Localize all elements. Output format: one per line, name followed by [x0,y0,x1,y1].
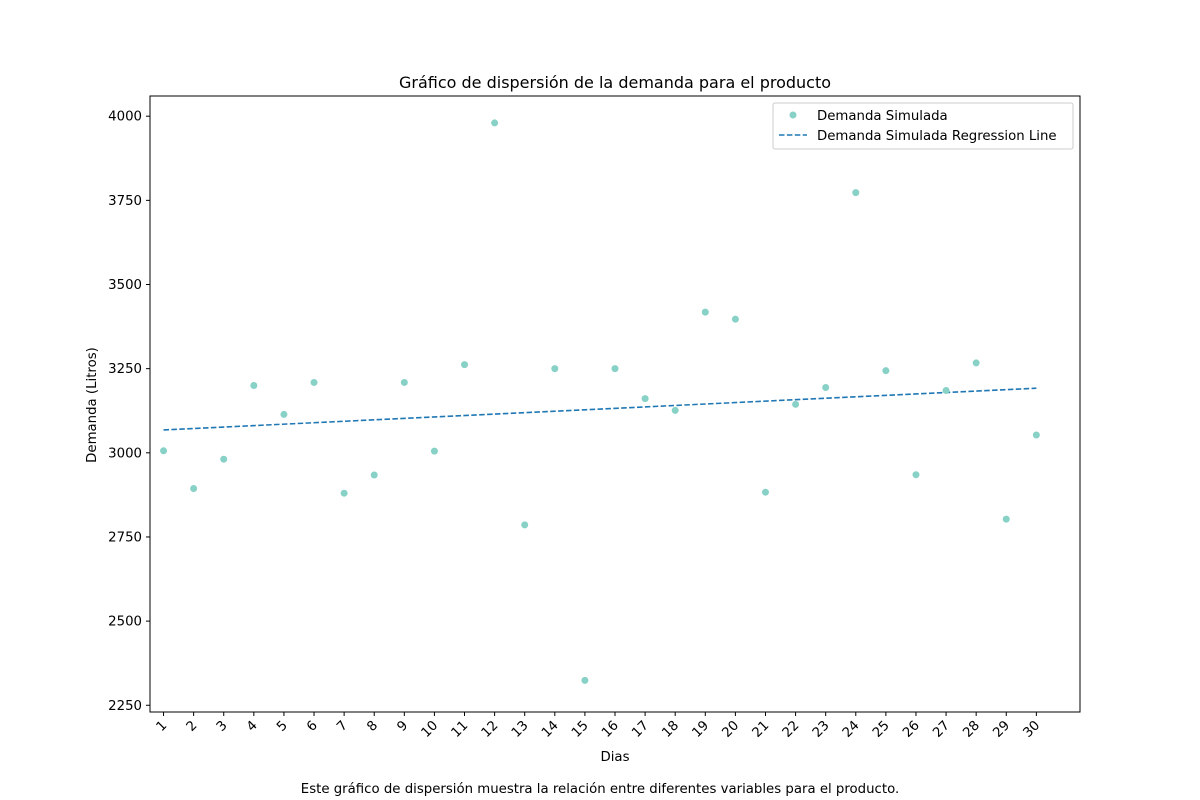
scatter-point [852,189,860,197]
scatter-point [310,378,318,386]
scatter-point [190,484,198,492]
scatter-point [731,315,739,323]
scatter-point [701,308,709,316]
scatter-point [521,521,529,529]
x-tick-label: 28 [960,718,983,741]
axes-frame [149,95,1081,713]
scatter-point [1002,515,1010,523]
legend-label-regression: Demanda Simulada Regression Line [817,129,1057,144]
scatter-point [581,676,589,684]
x-tick-label: 21 [750,718,773,741]
x-tick-label: 24 [840,718,863,741]
scatter-point [671,406,679,414]
x-tick-label: 2 [184,718,201,735]
scatter-point [220,455,228,463]
y-tick-label: 2250 [108,699,142,714]
scatter-point [942,387,950,395]
x-tick-label: 17 [629,718,652,741]
x-tick-label: 27 [930,718,953,741]
x-tick-label: 16 [599,718,622,741]
x-tick-label: 25 [870,718,893,741]
scatter-point [491,119,499,127]
legend-scatter-marker [789,111,797,119]
x-tick-label: 18 [659,718,682,741]
scatter-point [882,367,890,375]
scatter-point [280,410,288,418]
scatter-point [160,447,168,455]
scatter-point [1032,431,1040,439]
scatter-point [912,471,920,479]
x-tick-label: 14 [539,718,562,741]
x-tick-label: 9 [395,718,412,735]
x-tick-label: 26 [900,718,923,741]
x-tick-label: 7 [334,718,351,735]
x-tick-label: 1 [154,718,171,735]
legend: Demanda Simulada Demanda Simulada Regres… [772,102,1074,150]
x-tick-label: 6 [304,718,321,735]
y-tick-label: 3750 [108,194,142,209]
scatter-point [430,447,438,455]
legend-box [772,102,1074,150]
x-tick-label: 8 [364,718,381,735]
scatter-point [340,489,348,497]
x-tick-label: 20 [720,718,743,741]
x-tick-label: 12 [479,718,502,741]
x-tick-label: 22 [780,718,803,741]
x-tick-label: 23 [810,718,833,741]
x-tick-label: 5 [274,718,291,735]
scatter-point [792,400,800,408]
scatter-point [761,488,769,496]
scatter-point [972,359,980,367]
x-axis-label: Dias [600,750,629,765]
chart-caption: Este gráfico de dispersión muestra la re… [300,782,900,797]
y-tick-label: 3000 [108,446,142,461]
scatter-point [400,378,408,386]
x-tick-label: 19 [690,718,713,741]
scatter-point [822,384,830,392]
regression-line [163,387,1037,431]
scatter-point [461,361,469,369]
x-tick-label: 30 [1021,718,1044,741]
scatter-point [551,365,559,373]
y-tick-label: 2500 [108,615,142,630]
y-tick-label: 3500 [108,278,142,293]
chart-title: Gráfico de dispersión de la demanda para… [399,73,831,92]
scatter-point [641,395,649,403]
y-tick-label: 3250 [108,362,142,377]
x-tick-label: 29 [991,718,1014,741]
x-tick-label: 13 [509,718,532,741]
x-tick-label: 10 [419,718,442,741]
y-axis-label: Demanda (Litros) [85,347,100,463]
y-tick-label: 4000 [108,110,142,125]
x-tick-label: 15 [569,718,592,741]
x-tick-label: 3 [214,718,231,735]
scatter-point [370,471,378,479]
x-tick-label: 11 [449,718,472,741]
scatter-point [611,365,619,373]
y-tick-label: 2750 [108,530,142,545]
scatter-point [250,381,258,389]
x-tick-label: 4 [244,718,261,735]
legend-label-scatter: Demanda Simulada [817,109,948,124]
